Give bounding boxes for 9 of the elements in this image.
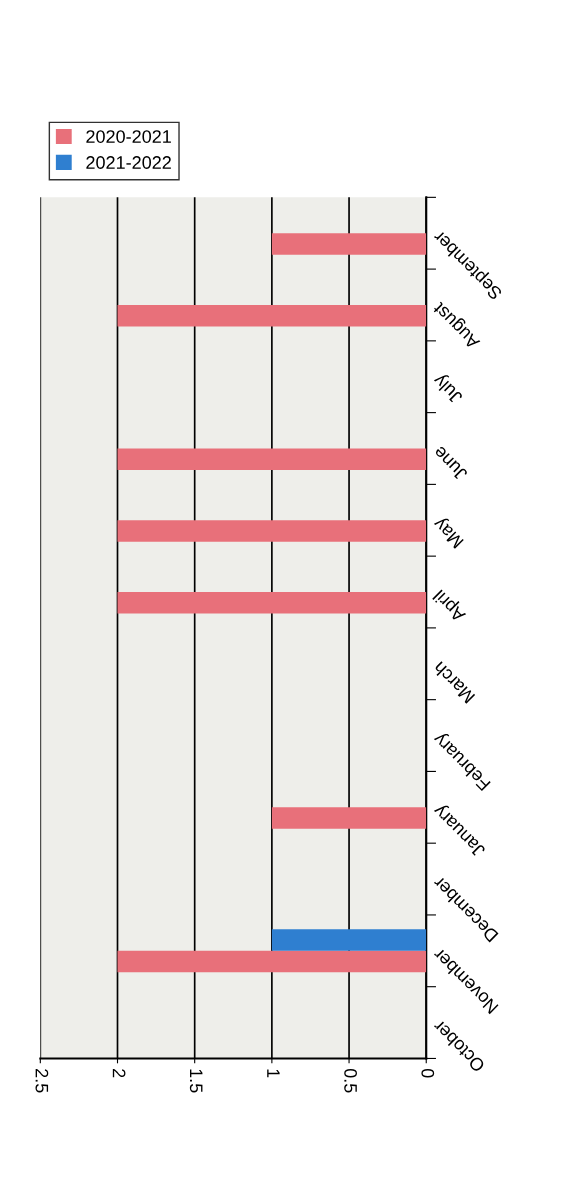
x-tick-label: 1: [267, 1069, 280, 1078]
legend-label: 2020-2021: [86, 130, 171, 143]
x-tick-label: 2: [112, 1069, 126, 1078]
y-tick-label: July: [431, 370, 466, 406]
legend-label: 2021-2022: [86, 156, 171, 169]
x-tick-label: 2.5: [35, 1069, 49, 1093]
x-tick-label: 0.5: [344, 1068, 357, 1093]
x-tick-label: 1.5: [189, 1069, 203, 1093]
x-tick-label: 0: [421, 1068, 435, 1078]
